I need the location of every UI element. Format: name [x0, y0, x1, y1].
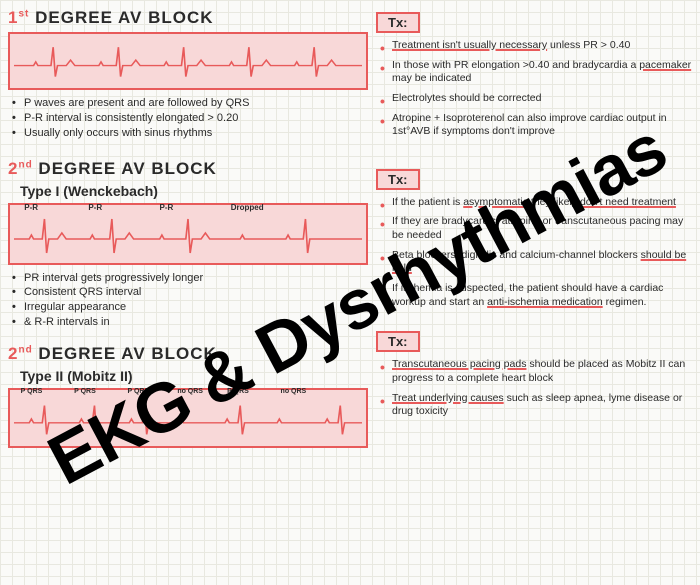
- heading-3: 2nd DEGREE AV BLOCK: [8, 344, 368, 364]
- notes-page: 1st DEGREE AV BLOCK P waves are present …: [8, 8, 692, 454]
- bullet: If the patient is asymptomatic they like…: [380, 196, 692, 210]
- bullet: & R-R intervals in: [12, 315, 368, 330]
- right-column: Tx: Treatment isn't usually necessary un…: [376, 8, 692, 454]
- bullets-2: PR interval gets progressively longer Co…: [8, 271, 368, 330]
- section-2nd-degree-type2: 2nd DEGREE AV BLOCK Type II (Mobitz II) …: [8, 344, 368, 448]
- section-1st-degree: 1st DEGREE AV BLOCK P waves are present …: [8, 8, 368, 141]
- bullet: PR interval gets progressively longer: [12, 271, 368, 286]
- subheading-2: Type I (Wenckebach): [20, 183, 368, 199]
- tx-bullets-1: Treatment isn't usually necessary unless…: [376, 39, 692, 139]
- bullet: Electrolytes should be corrected: [380, 92, 692, 106]
- bullet: P-R interval is consistently elongated >…: [12, 111, 368, 126]
- tx-label-2: Tx:: [376, 169, 420, 190]
- bullet: Atropine + Isoproterenol can also improv…: [380, 112, 692, 139]
- ekg-strip-3: P QRS P QRS P QRS no QRS P QRS no QRS: [8, 388, 368, 448]
- ekg-strip-1: [8, 32, 368, 90]
- bullet: Irregular appearance: [12, 300, 368, 315]
- section-2nd-degree-type1: 2nd DEGREE AV BLOCK Type I (Wenckebach) …: [8, 159, 368, 330]
- tx-label-3: Tx:: [376, 331, 420, 352]
- bullet: P waves are present and are followed by …: [12, 96, 368, 111]
- tx-bullets-3: Transcutaneous pacing pads should be pla…: [376, 358, 692, 419]
- tx-label-1: Tx:: [376, 12, 420, 33]
- tx-section-2: Tx: If the patient is asymptomatic they …: [376, 169, 692, 309]
- heading-1: 1st DEGREE AV BLOCK: [8, 8, 368, 28]
- bullet: Usually only occurs with sinus rhythms: [12, 126, 368, 141]
- bullet: If they are bradycardic, atropine or tra…: [380, 215, 692, 242]
- bullet: If ischemia is suspected, the patient sh…: [380, 282, 692, 309]
- left-column: 1st DEGREE AV BLOCK P waves are present …: [8, 8, 368, 454]
- bullet: Treat underlying causes such as sleep ap…: [380, 392, 692, 419]
- bullet: Beta blockers, digitalis and calcium-cha…: [380, 249, 692, 276]
- subheading-3: Type II (Mobitz II): [20, 368, 368, 384]
- bullets-1: P waves are present and are followed by …: [8, 96, 368, 141]
- tx-bullets-2: If the patient is asymptomatic they like…: [376, 196, 692, 309]
- tx-section-3: Tx: Transcutaneous pacing pads should be…: [376, 331, 692, 419]
- tx-section-1: Tx: Treatment isn't usually necessary un…: [376, 12, 692, 139]
- bullet: In those with PR elongation >0.40 and br…: [380, 59, 692, 86]
- bullet: Treatment isn't usually necessary unless…: [380, 39, 692, 53]
- heading-2: 2nd DEGREE AV BLOCK: [8, 159, 368, 179]
- ekg-strip-2: P-R P-R P-R Dropped: [8, 203, 368, 265]
- bullet: Consistent QRS interval: [12, 285, 368, 300]
- bullet: Transcutaneous pacing pads should be pla…: [380, 358, 692, 385]
